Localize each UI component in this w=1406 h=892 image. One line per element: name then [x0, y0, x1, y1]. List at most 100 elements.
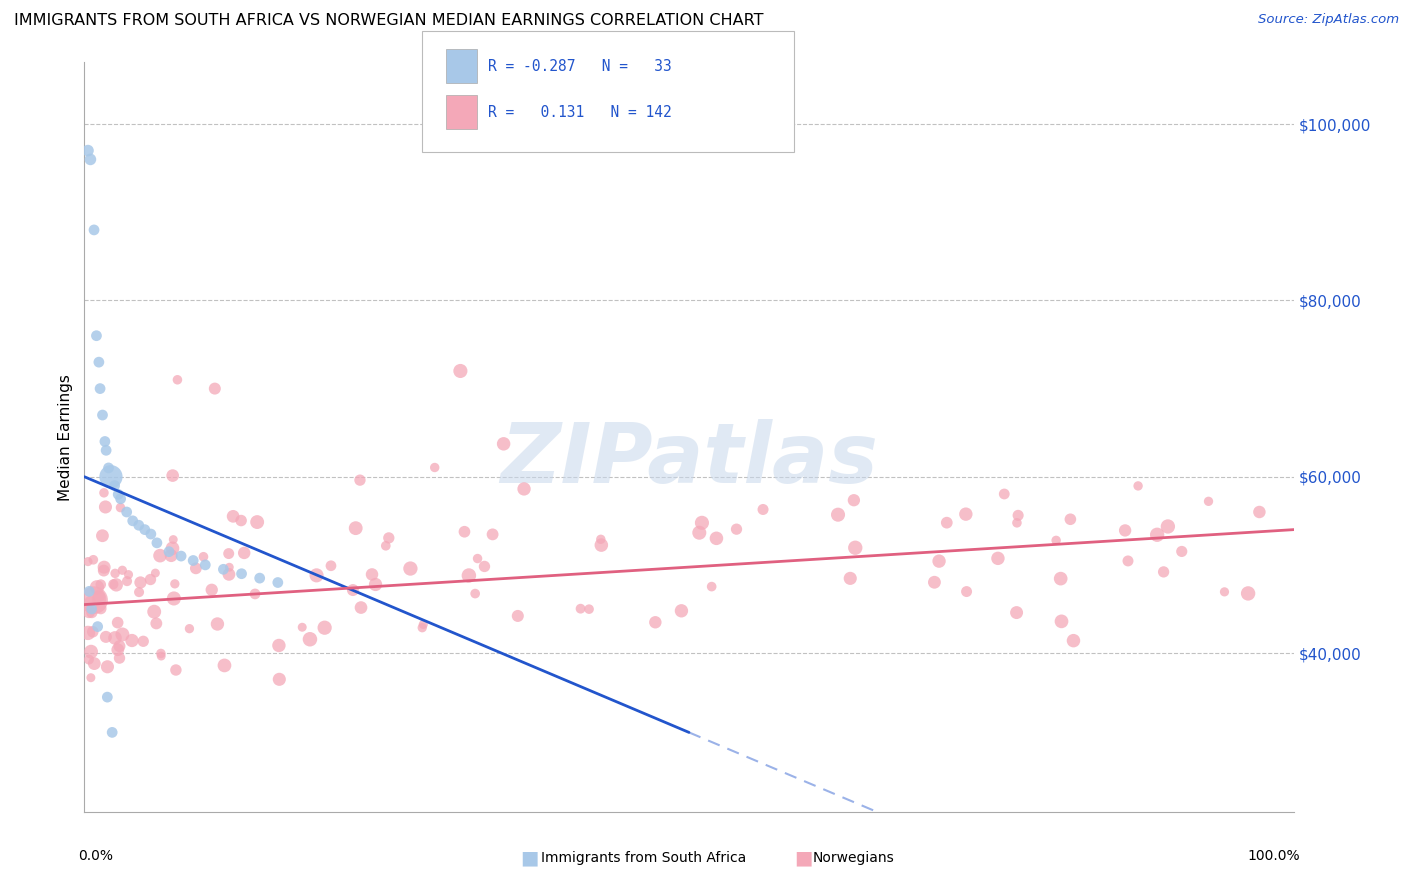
Point	[77, 584, 100, 599]
Point	[1126, 479, 1149, 493]
Point	[121, 514, 143, 528]
Point	[82, 553, 104, 567]
Point	[94, 500, 117, 514]
Point	[246, 515, 269, 529]
Point	[214, 658, 236, 673]
Point	[101, 725, 124, 739]
Point	[107, 487, 129, 501]
Point	[87, 589, 110, 603]
Point	[506, 609, 529, 624]
Text: R = -0.287   N =   33: R = -0.287 N = 33	[488, 59, 672, 73]
Point	[110, 500, 132, 515]
Point	[212, 562, 235, 576]
Point	[399, 561, 422, 575]
Point	[83, 657, 105, 671]
Point	[361, 567, 384, 582]
Point	[170, 549, 193, 563]
Point	[218, 560, 240, 574]
Point	[344, 521, 367, 535]
Point	[145, 566, 167, 580]
Point	[1198, 494, 1220, 508]
Point	[110, 491, 132, 506]
Point	[90, 577, 112, 591]
Point	[267, 575, 290, 590]
Point	[411, 621, 433, 635]
Point	[77, 626, 100, 640]
Point	[107, 642, 129, 657]
Point	[412, 617, 434, 632]
Point	[1213, 585, 1236, 599]
Text: Source: ZipAtlas.com: Source: ZipAtlas.com	[1258, 13, 1399, 27]
Point	[423, 460, 446, 475]
Point	[349, 473, 371, 487]
Point	[569, 601, 592, 615]
Point	[1005, 516, 1028, 530]
Point	[94, 630, 117, 644]
Point	[222, 509, 245, 524]
Point	[83, 223, 105, 237]
Point	[591, 538, 613, 552]
Point	[342, 583, 364, 598]
Point	[935, 516, 957, 530]
Point	[87, 355, 110, 369]
Point	[1146, 528, 1168, 542]
Point	[115, 574, 138, 588]
Point	[163, 591, 186, 606]
Point	[453, 524, 475, 539]
Point	[955, 507, 977, 521]
Point	[827, 508, 849, 522]
Point	[83, 593, 105, 607]
Point	[752, 502, 775, 516]
Point	[111, 627, 134, 641]
Point	[839, 571, 862, 585]
Point	[243, 587, 266, 601]
Point	[162, 533, 184, 547]
Point	[725, 522, 748, 536]
Point	[128, 585, 150, 599]
Point	[193, 549, 215, 564]
Point	[181, 553, 204, 567]
Point	[1116, 554, 1139, 568]
Point	[298, 632, 321, 647]
Point	[91, 529, 114, 543]
Point	[162, 468, 184, 483]
Point	[111, 563, 134, 577]
Point	[314, 621, 336, 635]
Point	[218, 547, 240, 561]
Point	[134, 523, 156, 537]
Point	[844, 541, 866, 555]
Point	[229, 514, 252, 528]
Point	[231, 566, 253, 581]
Point	[589, 533, 612, 547]
Point	[150, 649, 173, 664]
Point	[94, 443, 117, 458]
Point	[104, 566, 127, 581]
Point	[104, 478, 127, 492]
Point	[644, 615, 666, 630]
Point	[80, 671, 103, 685]
Point	[166, 373, 188, 387]
Point	[121, 633, 143, 648]
Point	[93, 564, 115, 578]
Point	[481, 527, 503, 541]
Point	[86, 580, 108, 594]
Point	[87, 591, 110, 606]
Point	[378, 531, 401, 545]
Point	[467, 551, 489, 566]
Point	[108, 639, 131, 653]
Point	[1153, 565, 1175, 579]
Point	[91, 408, 114, 422]
Point	[80, 602, 103, 616]
Point	[1059, 512, 1081, 526]
Point	[93, 560, 115, 574]
Point	[105, 578, 128, 592]
Point	[149, 647, 172, 661]
Point	[1114, 524, 1136, 538]
Point	[163, 577, 186, 591]
Point	[1062, 633, 1084, 648]
Point	[374, 539, 396, 553]
Point	[104, 631, 127, 645]
Point	[987, 551, 1010, 566]
Text: ZIPatlas: ZIPatlas	[501, 419, 877, 500]
Point	[139, 527, 162, 541]
